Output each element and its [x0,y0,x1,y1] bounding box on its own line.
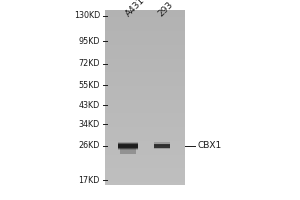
Text: 55KD: 55KD [79,81,100,90]
Text: A431: A431 [124,0,146,18]
Bar [154,145,170,149]
Text: 26KD: 26KD [79,141,100,150]
Bar [154,142,170,146]
Bar [118,144,138,148]
Text: 95KD: 95KD [79,37,100,46]
Bar [118,146,138,150]
Bar [154,144,170,148]
Text: 293: 293 [157,0,175,18]
Bar [118,142,138,146]
Text: CBX1: CBX1 [197,141,221,150]
Text: 17KD: 17KD [79,176,100,185]
Bar [120,148,136,154]
Text: 72KD: 72KD [79,59,100,68]
Bar [118,145,138,149]
Bar [118,143,138,147]
Text: 130KD: 130KD [74,11,100,20]
Text: 43KD: 43KD [79,101,100,110]
Text: 34KD: 34KD [79,120,100,129]
